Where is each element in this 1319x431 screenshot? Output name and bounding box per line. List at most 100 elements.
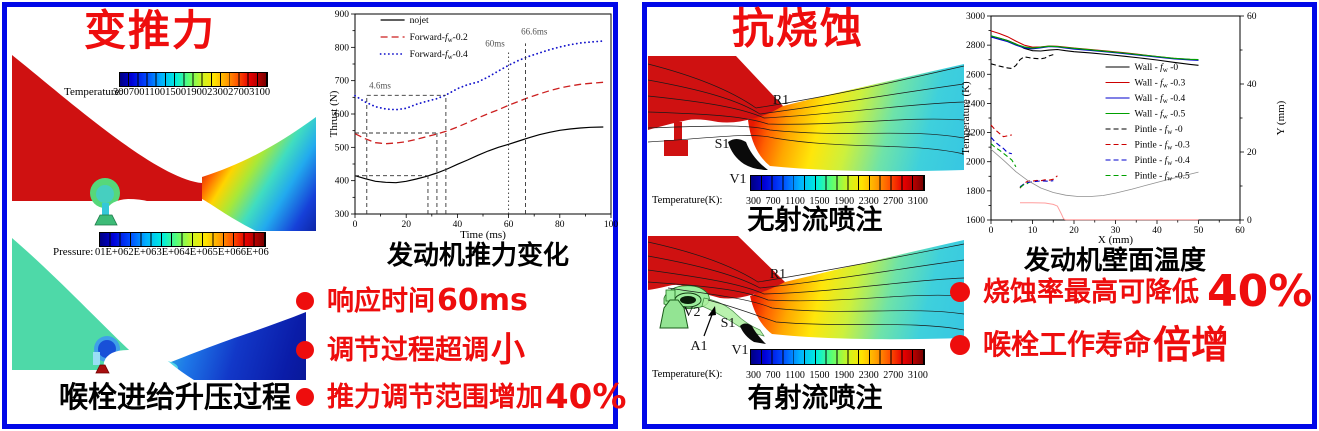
svg-text:500: 500 — [335, 143, 350, 153]
a1-arrowhead-icon — [708, 306, 716, 316]
svg-text:60: 60 — [504, 220, 514, 230]
left-contour-caption: 喉栓进给升压过程 — [58, 380, 291, 414]
svg-text:Pintle - fw -0.5: Pintle - fw -0.5 — [1135, 171, 1190, 183]
temperature-contour-plot — [12, 55, 316, 231]
svg-text:2600: 2600 — [966, 70, 985, 80]
no-jet-colorbar — [750, 175, 925, 191]
svg-text:Thrust (N): Thrust (N) — [328, 90, 340, 137]
label-v2: V2 — [683, 305, 700, 320]
exhaust-pressure-region — [146, 312, 306, 380]
bullet-text: 响应时间 — [327, 285, 435, 317]
svg-text:4.6ms: 4.6ms — [369, 81, 391, 91]
series-line — [1019, 182, 1029, 189]
series-line — [990, 54, 1054, 70]
no-jet-colorbar-ticks: 300 700 1100 1500 1900 2300 2700 3100 — [746, 196, 928, 207]
label-v1: V1 — [731, 343, 748, 358]
separation-vortex-v1 — [740, 323, 766, 344]
wall-chart-caption: 发动机壁面温度 — [1023, 246, 1206, 276]
svg-text:60ms: 60ms — [485, 39, 505, 49]
pintle-stem — [665, 289, 676, 302]
pintle-base — [659, 299, 689, 329]
pressure-colorbar — [99, 232, 266, 247]
pintle-stem — [102, 203, 109, 216]
bullet-dot-icon — [950, 282, 970, 302]
bullet-ablation-rate: 烧蚀率最高可降低 40% — [950, 270, 1312, 314]
bullet-highlight: 小 — [491, 330, 525, 370]
diverging-flow-region — [748, 64, 964, 172]
series-line — [990, 124, 1012, 138]
pressure-colorbar-label: Pressure: — [53, 246, 94, 258]
series-line — [990, 35, 1199, 61]
label-s1: S1 — [721, 316, 736, 331]
streamlines — [648, 241, 964, 331]
svg-text:60: 60 — [1235, 226, 1245, 236]
converging-hot-region — [648, 236, 785, 299]
svg-text:80: 80 — [555, 220, 565, 230]
svg-text:20: 20 — [1247, 148, 1257, 158]
separation-vortex-v1 — [728, 139, 768, 170]
jet-caption: 有射流喷注 — [747, 383, 883, 414]
series-line — [990, 148, 1199, 197]
svg-text:20: 20 — [401, 220, 411, 230]
right-panel-title: 抗烧蚀 — [731, 4, 864, 53]
svg-text:Time (ms): Time (ms) — [460, 229, 506, 241]
svg-text:2200: 2200 — [966, 129, 985, 139]
svg-text:600: 600 — [335, 110, 350, 120]
svg-text:3000: 3000 — [966, 12, 985, 22]
jet-colorbar-ticks: 300 700 1100 1500 1900 2300 2700 3100 — [746, 370, 928, 381]
svg-text:50: 50 — [1194, 226, 1204, 236]
bullet-text: 调节过程超调 — [327, 334, 489, 366]
svg-text:40: 40 — [1152, 226, 1162, 236]
svg-text:10: 10 — [1028, 226, 1038, 236]
pintle-base — [94, 214, 118, 226]
svg-text:Y (mm): Y (mm) — [1275, 100, 1287, 135]
svg-text:Pintle - fw -0.3: Pintle - fw -0.3 — [1135, 140, 1190, 152]
series-line — [354, 126, 604, 184]
pintle-pedestal — [664, 122, 688, 156]
nozzle-wall-bump — [104, 199, 192, 231]
pintle-base — [95, 364, 110, 374]
left-panel-title: 变推力 — [83, 6, 216, 55]
series-line — [354, 81, 604, 145]
jet-injection-contour-plot: R1 V2 S1 A1 V1 — [648, 236, 964, 358]
converging-hot-region — [648, 56, 783, 130]
label-s1: S1 — [715, 137, 730, 152]
svg-text:300: 300 — [335, 210, 350, 220]
svg-text:1600: 1600 — [966, 216, 985, 226]
streamlines — [648, 63, 964, 155]
no-jet-caption: 无射流喷注 — [747, 205, 883, 236]
svg-text:100: 100 — [604, 220, 618, 230]
series-line — [1020, 202, 1199, 221]
bullet-text: 推力调节范围增加 — [327, 381, 543, 413]
bullet-highlight: 60ms — [437, 283, 528, 318]
svg-text:Forward-fw-0.2: Forward-fw-0.2 — [410, 32, 468, 44]
a1-arrow-line — [703, 311, 714, 337]
bullet-text: 喉栓工作寿命 — [983, 328, 1152, 361]
bullet-dot-icon — [950, 335, 970, 355]
no-jet-colorbar-label: Temperature(K): — [652, 195, 723, 206]
bullet-highlight: 倍增 — [1153, 323, 1230, 367]
wall-temperature-chart: 0 10 20 30 40 50 60 1600 1800 2000 2200 2400 2600 280… — [960, 12, 1287, 246]
svg-text:0: 0 — [989, 226, 994, 236]
bullet-pintle-life: 喉栓工作寿命 倍增 — [950, 326, 1229, 364]
label-v1: V1 — [729, 172, 746, 187]
label-r1: R1 — [770, 267, 786, 282]
jet-vortex-core-v2 — [680, 296, 696, 304]
series-line — [1019, 175, 1058, 189]
pintle-stem — [93, 352, 100, 365]
svg-text:X (mm): X (mm) — [1098, 234, 1133, 246]
svg-text:0: 0 — [1247, 216, 1252, 226]
svg-text:Forward-fw-0.4: Forward-fw-0.4 — [410, 49, 468, 61]
thrust-chart-caption: 发动机推力变化 — [386, 241, 569, 271]
series-line — [354, 40, 605, 111]
temperature-colorbar-label: Temperature: — [64, 86, 123, 98]
svg-text:20: 20 — [1069, 226, 1079, 236]
temperature-colorbar-ticks: 300 700 1100 1500 1900 2300 2700 3100 — [113, 87, 271, 98]
chamber-hot-region — [12, 55, 202, 201]
svg-text:700: 700 — [335, 77, 350, 87]
svg-text:800: 800 — [335, 43, 350, 53]
svg-text:400: 400 — [335, 177, 350, 187]
svg-text:Wall - fw -0.5: Wall - fw -0.5 — [1135, 109, 1186, 121]
series-line — [990, 36, 1199, 61]
svg-text:30: 30 — [1111, 226, 1121, 236]
